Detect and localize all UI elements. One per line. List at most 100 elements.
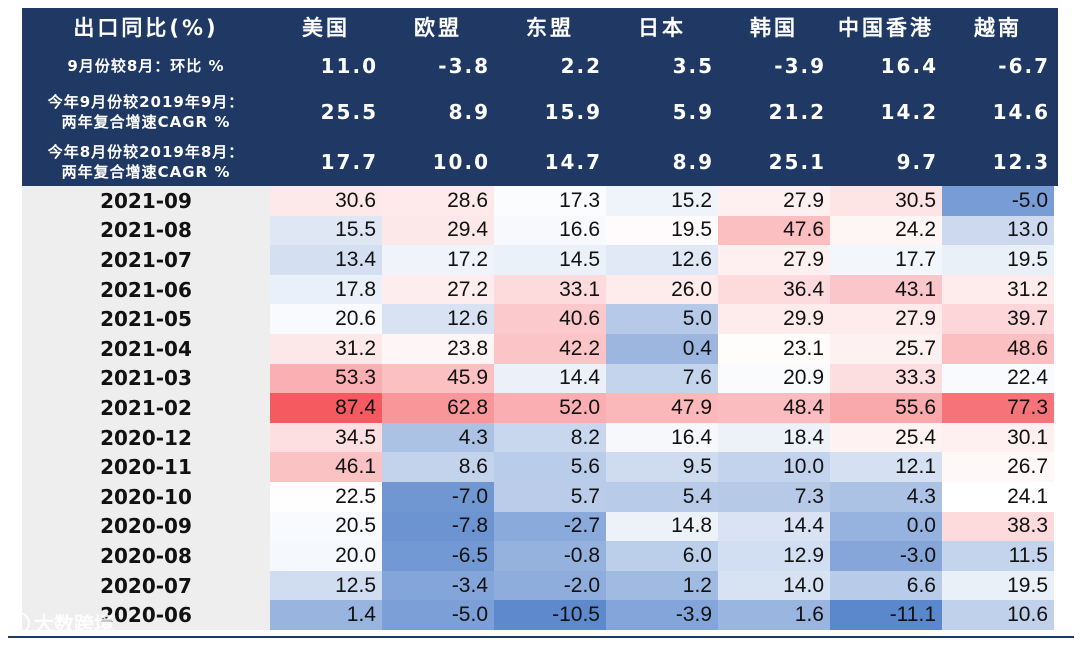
summary-value: 16.4 [880, 54, 938, 78]
summary-value: 10.0 [432, 150, 490, 174]
summary-label-line: 今年9月份较2019年9月： [47, 93, 245, 111]
heatmap-cell: 25.7 [830, 334, 942, 364]
heatmap-cell: 13.0 [942, 215, 1054, 246]
heatmap-cell: 1.2 [606, 570, 718, 601]
heatmap-cell: 20.5 [270, 511, 382, 542]
heatmap-cell: 27.9 [718, 186, 830, 216]
watermark-logo-icon [8, 611, 30, 634]
table-row: 2021-08 15.5 29.4 16.6 19.5 47.6 24.2 13.0 [22, 215, 1058, 246]
heatmap-cell: 15.5 [270, 215, 382, 246]
heatmap-cell: -3.0 [830, 541, 942, 571]
heatmap-cell: -3.9 [606, 600, 718, 630]
heatmap-cell: 34.5 [270, 422, 382, 453]
summary-value: 25.1 [768, 150, 826, 174]
heatmap-cell: 30.1 [942, 422, 1054, 453]
heatmap-cell: 52.0 [494, 393, 606, 423]
heatmap-cell: 4.3 [382, 422, 494, 453]
heatmap-cell: 8.6 [382, 452, 494, 482]
heatmap-cell: 20.0 [270, 541, 382, 571]
heatmap-cell: 48.4 [718, 393, 830, 423]
heatmap-cell: -6.5 [382, 541, 494, 571]
heatmap-cell: 14.5 [494, 245, 606, 275]
heatmap-cell: 22.4 [942, 363, 1054, 394]
heatmap-cell: 14.8 [606, 511, 718, 542]
summary-row-label: 9月份较8月：环比 % [22, 46, 270, 86]
heatmap-cell: 12.9 [718, 541, 830, 571]
summary-value: 9.7 [896, 150, 938, 174]
row-label: 2021-04 [22, 334, 270, 364]
heatmap-cell: 10.6 [942, 600, 1054, 630]
row-label: 2020-12 [22, 422, 270, 453]
heatmap-cell: 22.5 [270, 482, 382, 512]
heatmap-cell: 12.1 [830, 452, 942, 482]
heatmap-cell: 17.2 [382, 245, 494, 275]
row-label: 2021-05 [22, 304, 270, 334]
heatmap-cell: 5.0 [606, 304, 718, 334]
heatmap-cell: 7.6 [606, 363, 718, 394]
heatmap-cell: -11.1 [830, 600, 942, 630]
heatmap-cell: 5.4 [606, 482, 718, 512]
heatmap-cell: 24.1 [942, 482, 1054, 512]
summary-value: 25.5 [320, 100, 378, 124]
heatmap-cell: 5.6 [494, 452, 606, 482]
heatmap-cell: 17.8 [270, 274, 382, 305]
summary-row: 9月份较8月：环比 % 11.0 -3.8 2.2 3.5 -3.9 16.4 -6.7 [22, 46, 1058, 86]
summary-value: 15.9 [544, 100, 602, 124]
heatmap-cell: 29.4 [382, 215, 494, 246]
heatmap-cell: 27.9 [718, 245, 830, 275]
heatmap-cell: -7.8 [382, 511, 494, 542]
heatmap-cell: 27.2 [382, 274, 494, 305]
summary-row: 今年8月份较2019年8月： 两年复合增速CAGR % 17.7 10.0 14.7 8.… [22, 138, 1058, 186]
heatmap-cell: -10.5 [494, 600, 606, 630]
heatmap-cell: 6.0 [606, 541, 718, 571]
row-label: 2021-03 [22, 363, 270, 394]
heatmap-cell: 31.2 [270, 334, 382, 364]
column-header: 日本 [638, 16, 686, 40]
heatmap-cell: 15.2 [606, 186, 718, 216]
heatmap-cell: 47.9 [606, 393, 718, 423]
table-row: 2020-12 34.5 4.3 8.2 16.4 18.4 25.4 30.1 [22, 422, 1058, 453]
summary-value: 8.9 [672, 150, 714, 174]
column-header: 越南 [974, 16, 1022, 40]
header-row: 出口同比(%) 美国 欧盟 东盟 日本 韩国 中国香港 越南 [22, 8, 1058, 46]
summary-label-line: 两年复合增速CAGR % [61, 113, 231, 131]
summary-value: 21.2 [768, 100, 826, 124]
heatmap-cell: 28.6 [382, 186, 494, 216]
heatmap-cell: 25.4 [830, 422, 942, 453]
heatmap-cell: 33.3 [830, 363, 942, 394]
heatmap-cell: 8.2 [494, 422, 606, 453]
heatmap-cell: 1.4 [270, 600, 382, 630]
summary-label-line: 今年8月份较2019年8月： [47, 143, 245, 161]
heatmap-cell: 4.3 [830, 482, 942, 512]
watermark: 大数跨境 [8, 608, 114, 637]
heatmap-cell: 6.6 [830, 570, 942, 601]
heatmap-cell: 19.5 [942, 245, 1054, 275]
summary-row-label: 今年8月份较2019年8月： 两年复合增速CAGR % [22, 138, 270, 186]
heatmap-cell: 42.2 [494, 334, 606, 364]
summary-value: 14.7 [544, 150, 602, 174]
heatmap-cell: 17.7 [830, 245, 942, 275]
heatmap-cell: -0.8 [494, 541, 606, 571]
summary-value: 8.9 [448, 100, 490, 124]
heatmap-cell: 1.6 [718, 600, 830, 630]
heatmap-cell: 24.2 [830, 215, 942, 246]
heatmap-cell: 47.6 [718, 215, 830, 246]
heatmap-cell: 26.7 [942, 452, 1054, 482]
heatmap-cell: 12.6 [606, 245, 718, 275]
heatmap-cell: 23.1 [718, 334, 830, 364]
heatmap-cell: 46.1 [270, 452, 382, 482]
summary-label-line: 两年复合增速CAGR % [61, 163, 231, 181]
summary-value: -3.8 [438, 54, 490, 78]
heatmap-cell: 0.0 [830, 511, 942, 542]
summary-row: 今年9月份较2019年9月： 两年复合增速CAGR % 25.5 8.9 15.9 5.9… [22, 86, 1058, 138]
row-label: 2021-02 [22, 393, 270, 423]
summary-value: 3.5 [672, 54, 714, 78]
heatmap-cell: 26.0 [606, 274, 718, 305]
table-row: 2020-07 12.5 -3.4 -2.0 1.2 14.0 6.6 19.5 [22, 570, 1058, 601]
heatmap-cell: 20.9 [718, 363, 830, 394]
heatmap-cell: 55.6 [830, 393, 942, 423]
table-row: 2021-09 30.6 28.6 17.3 15.2 27.9 30.5 -5.0 [22, 186, 1058, 216]
heatmap-cell: 16.6 [494, 215, 606, 246]
table-row: 2021-04 31.2 23.8 42.2 0.4 23.1 25.7 48.6 [22, 334, 1058, 364]
row-label: 2021-08 [22, 215, 270, 246]
